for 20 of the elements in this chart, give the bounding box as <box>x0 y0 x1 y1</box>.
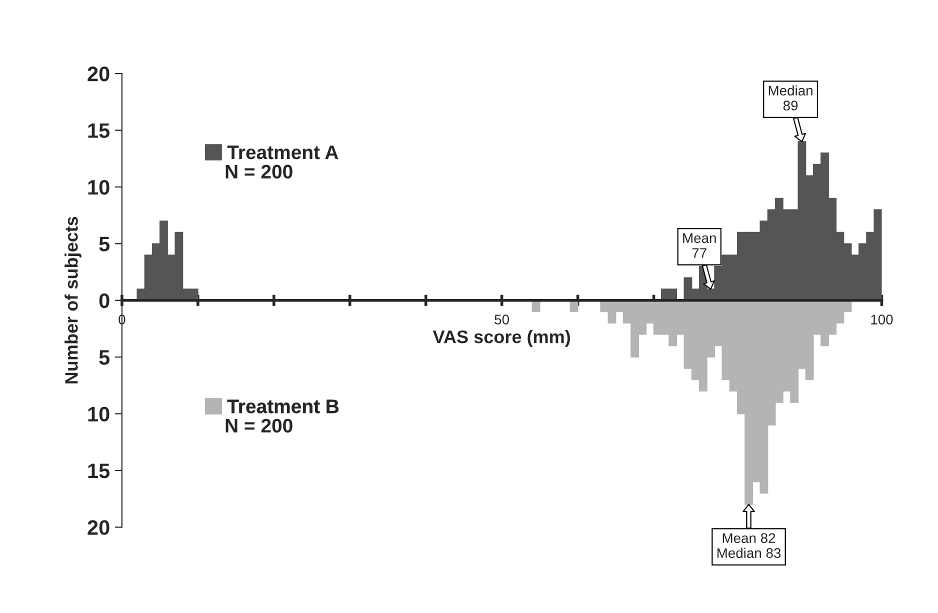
x-axis-title: VAS score (mm) <box>432 330 570 347</box>
y-tick-label: 20 <box>88 66 110 82</box>
y-tick-label: 5 <box>99 236 110 252</box>
legend-label: Treatment B <box>227 400 339 414</box>
y-tick-label: 5 <box>99 350 110 365</box>
annotation: N = 200 <box>226 164 292 179</box>
y-tick-label: 10 <box>88 180 110 195</box>
y-tick-label: 15 <box>88 123 110 138</box>
y-axis-title: Number of subjects <box>64 216 82 384</box>
y-tick-label: 10 <box>88 406 110 422</box>
annotation: Mean 77 <box>683 233 716 258</box>
x-tick-label: 50 <box>494 314 510 324</box>
annotation: Mean 82 Median 83 <box>717 533 781 558</box>
y-tick-label: 0 <box>99 293 110 308</box>
legend-label: Treatment A <box>227 146 338 160</box>
annotation: Median 89 <box>768 85 812 111</box>
y-tick-label: 15 <box>88 464 110 478</box>
x-tick-label: 100 <box>871 314 893 324</box>
y-tick-label: 20 <box>88 520 110 535</box>
annotation: N = 200 <box>226 418 292 433</box>
